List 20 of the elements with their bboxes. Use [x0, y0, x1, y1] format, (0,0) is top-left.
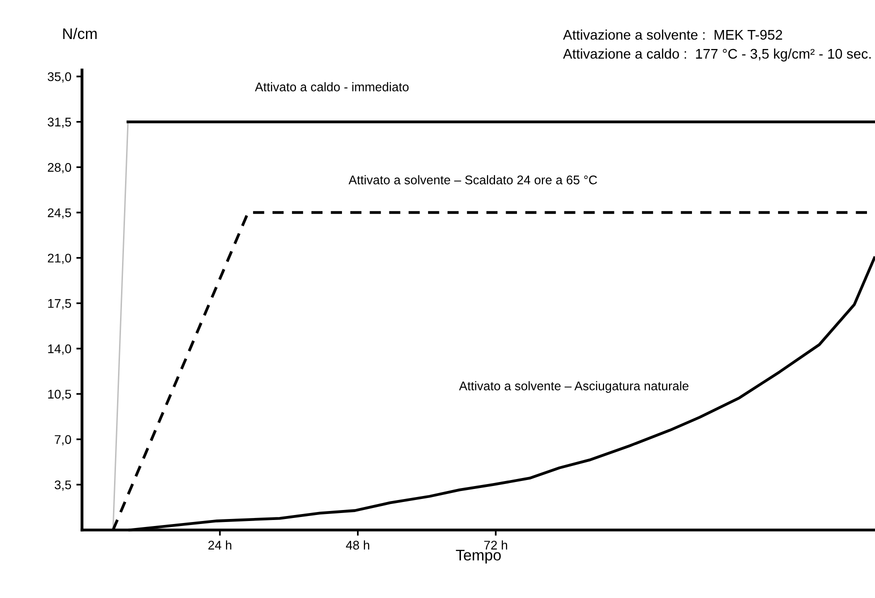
- y-tick-label: 17,5: [48, 299, 72, 310]
- y-tick-label: 3,5: [54, 480, 72, 491]
- y-tick-label: 7,0: [54, 435, 72, 446]
- text: Attivazione a solvente : MEK T-952: [563, 30, 782, 40]
- y-tick-label: 14,0: [48, 344, 72, 355]
- y-tick-label: 35,0: [48, 72, 72, 83]
- y-tick-label: 10,5: [48, 390, 72, 400]
- annotation: Attivato a caldo - immediato: [254, 82, 409, 92]
- x-tick-label: 48 h: [346, 540, 370, 550]
- x-axis-title: Tempo: [456, 550, 501, 564]
- annotation: Attivato a solvente – Asciugatura naturale: [459, 381, 688, 393]
- y-axis-title: N/cm: [63, 28, 97, 40]
- x-tick-label: 72 h: [484, 540, 508, 550]
- x-tick-label: 24 h: [208, 540, 232, 550]
- text: Attivazione a caldo : 177 °C - 3,5 kg/cm² - 10 sec.: [563, 48, 871, 62]
- annotation: Attivato a solvente – Scaldato 24 ore a 65 °C: [348, 175, 597, 184]
- y-tick-label: 21,0: [48, 254, 72, 264]
- y-tick-label: 28,0: [48, 162, 72, 174]
- y-tick-label: 31,5: [48, 118, 72, 128]
- y-tick-label: 24,5: [48, 208, 72, 219]
